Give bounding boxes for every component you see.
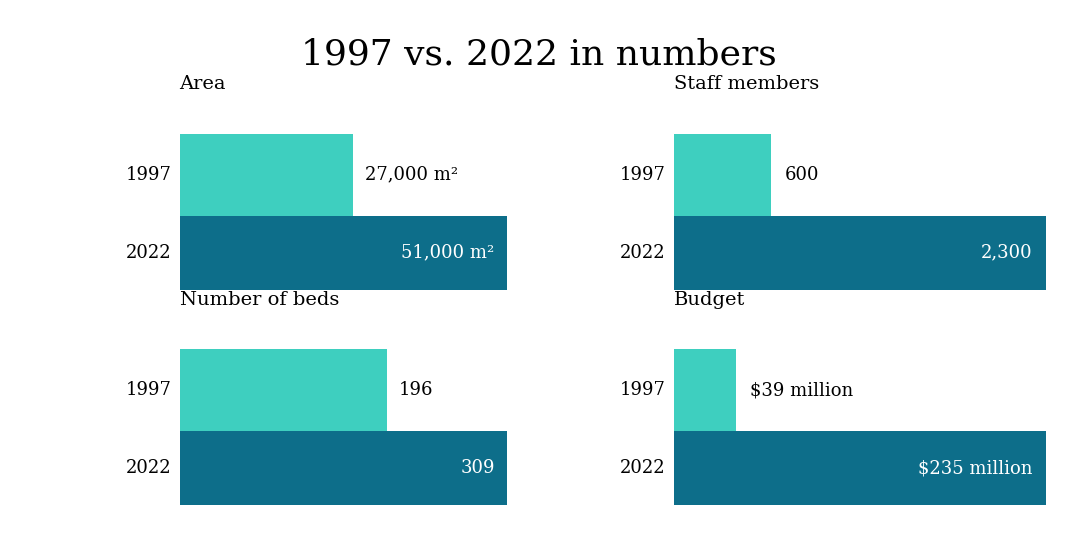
Text: 1997: 1997 <box>126 166 171 184</box>
Text: 1997: 1997 <box>126 382 171 399</box>
Text: 309: 309 <box>460 459 495 477</box>
Bar <box>675 134 771 216</box>
Text: 600: 600 <box>785 166 819 184</box>
Text: 1997: 1997 <box>620 382 665 399</box>
Bar <box>675 216 1046 289</box>
Text: 2022: 2022 <box>620 244 665 261</box>
Text: 2022: 2022 <box>126 459 171 477</box>
Text: 51,000 m²: 51,000 m² <box>401 244 495 261</box>
Bar <box>180 134 353 216</box>
Text: $39 million: $39 million <box>749 382 853 399</box>
Text: Budget: Budget <box>675 291 746 308</box>
Text: 2022: 2022 <box>620 459 665 477</box>
Bar <box>180 431 507 505</box>
Text: Number of beds: Number of beds <box>180 291 338 308</box>
Text: 2022: 2022 <box>126 244 171 261</box>
Text: 2,300: 2,300 <box>981 244 1032 261</box>
Bar <box>180 216 507 289</box>
Bar <box>180 349 387 431</box>
Text: $235 million: $235 million <box>917 459 1032 477</box>
Text: 196: 196 <box>399 382 433 399</box>
Bar <box>675 349 736 431</box>
Text: Staff members: Staff members <box>675 75 819 93</box>
Text: Area: Area <box>180 75 226 93</box>
Text: 1997 vs. 2022 in numbers: 1997 vs. 2022 in numbers <box>301 38 777 72</box>
Text: 1997: 1997 <box>620 166 665 184</box>
Bar <box>675 431 1046 505</box>
Text: 27,000 m²: 27,000 m² <box>364 166 458 184</box>
